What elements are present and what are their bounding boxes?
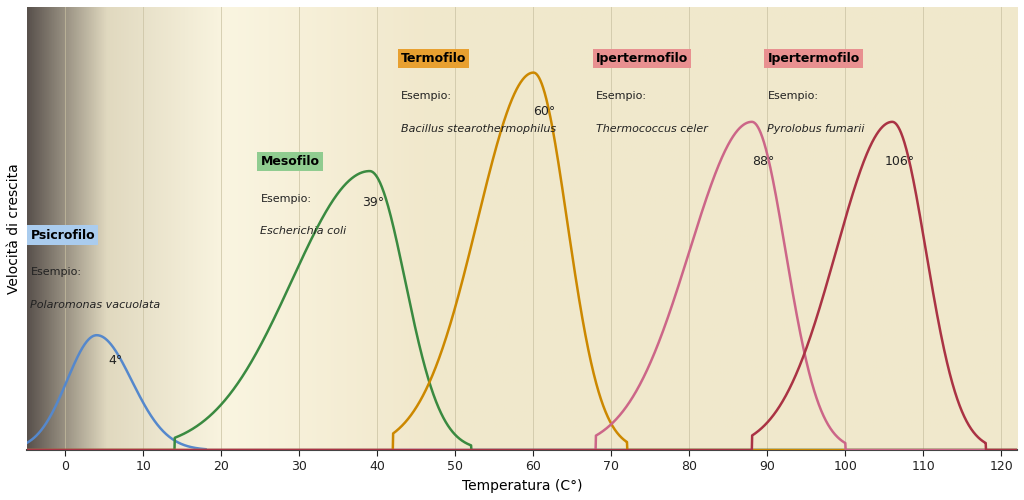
Text: 39°: 39° [361, 196, 384, 208]
Text: Esempio:: Esempio: [260, 194, 311, 203]
Text: Esempio:: Esempio: [596, 91, 647, 101]
Text: Termofilo: Termofilo [400, 52, 466, 65]
Text: 4°: 4° [109, 354, 123, 366]
Text: Bacillus stearothermophilus: Bacillus stearothermophilus [400, 124, 556, 134]
Text: Ipertermofilo: Ipertermofilo [596, 52, 688, 65]
Text: Esempio:: Esempio: [400, 91, 452, 101]
X-axis label: Temperatura (C°): Temperatura (C°) [462, 479, 582, 493]
Y-axis label: Velocità di crescita: Velocità di crescita [7, 163, 20, 294]
Text: Thermococcus celer: Thermococcus celer [596, 124, 708, 134]
Text: Ipertermofilo: Ipertermofilo [767, 52, 860, 65]
Text: Pyrolobus fumarii: Pyrolobus fumarii [767, 124, 865, 134]
Text: 60°: 60° [534, 106, 556, 118]
Text: 106°: 106° [885, 154, 914, 168]
Text: 88°: 88° [752, 154, 774, 168]
Text: Mesofilo: Mesofilo [260, 154, 319, 168]
Text: Esempio:: Esempio: [31, 268, 81, 278]
Text: Polaromonas vacuolata: Polaromonas vacuolata [31, 300, 161, 310]
Text: Escherichia coli: Escherichia coli [260, 226, 347, 236]
Text: Psicrofilo: Psicrofilo [31, 228, 95, 241]
Text: Esempio:: Esempio: [767, 91, 818, 101]
